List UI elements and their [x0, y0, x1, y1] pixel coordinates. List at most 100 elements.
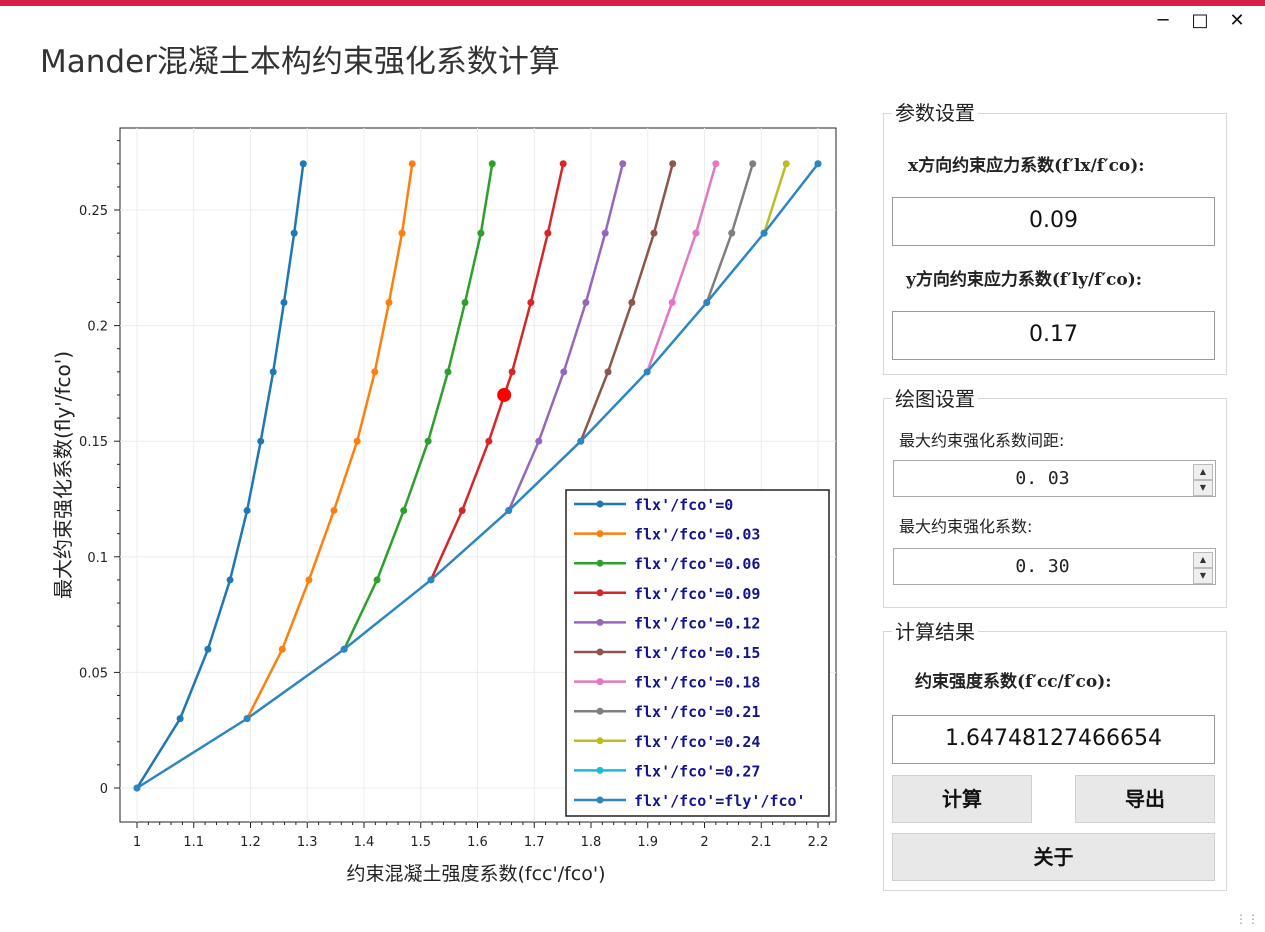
- legend-label: flx'/fco'=0.06: [634, 555, 760, 573]
- minimize-icon[interactable]: ─: [1157, 10, 1169, 31]
- chart: 1 1.1 1.2 1.3 1.4 1.5 1.6 1.7 1.8 1.9 2 2.1 2.2 0 0.05…: [51, 127, 837, 885]
- data-point: [582, 298, 590, 306]
- spacing-value[interactable]: 0. 03: [1015, 468, 1070, 489]
- legend-marker: [596, 707, 604, 715]
- data-point: [204, 645, 212, 653]
- data-point: [278, 645, 286, 653]
- series-line: [136, 162, 819, 790]
- data-point: [692, 229, 700, 237]
- x-tick-label: 1: [133, 835, 141, 850]
- y-tick-label: 0.15: [79, 435, 108, 450]
- spacing-label: 最大约束强化系数间距:: [899, 431, 1065, 450]
- data-point: [527, 298, 535, 306]
- title-accent-bar: [0, 0, 1265, 6]
- legend-marker: [596, 589, 604, 597]
- legend-label: flx'/fco'=0: [634, 496, 733, 514]
- data-point: [373, 576, 381, 584]
- max-coef-spinbox[interactable]: 0. 30 ▲ ▼: [893, 548, 1216, 585]
- strength-coef-output[interactable]: 1.64748127466654: [892, 715, 1215, 764]
- window-title: Mander混凝土本构约束强化系数计算: [40, 44, 560, 80]
- data-point: [668, 298, 676, 306]
- data-point: [340, 645, 348, 653]
- data-point: [226, 576, 234, 584]
- data-point: [577, 437, 585, 445]
- x-stress-input[interactable]: 0.09: [892, 197, 1215, 246]
- x-tick-label: 1.3: [297, 835, 318, 850]
- x-tick-label: 1.1: [183, 835, 204, 850]
- legend-marker: [596, 766, 604, 774]
- x-tick-label: 1.6: [467, 835, 488, 850]
- data-point: [353, 437, 361, 445]
- data-point: [643, 368, 651, 376]
- data-point: [243, 507, 251, 515]
- calculate-button[interactable]: 计算: [892, 775, 1032, 823]
- plot-settings-group-title: 绘图设置: [892, 383, 978, 412]
- data-point: [782, 160, 790, 168]
- data-point: [133, 784, 141, 792]
- x-tick-label: 1.8: [581, 835, 602, 850]
- data-point: [749, 160, 757, 168]
- x-axis-label: 约束混凝土强度系数(fcc'/fco'): [346, 863, 605, 885]
- series-line: [507, 163, 624, 512]
- data-point: [535, 437, 543, 445]
- data-point: [257, 437, 265, 445]
- strength-coef-label: 约束强度系数(f′cc/f′co):: [915, 672, 1112, 692]
- series-line: [135, 163, 305, 789]
- data-point: [650, 229, 658, 237]
- spin-up-icon[interactable]: ▲: [1193, 464, 1213, 480]
- spin-down-icon[interactable]: ▼: [1193, 480, 1213, 496]
- highlight-point: [497, 387, 512, 402]
- data-point: [427, 576, 435, 584]
- data-point: [508, 368, 516, 376]
- y-tick-label: 0.05: [79, 666, 108, 681]
- legend-label: flx'/fco'=0.15: [634, 644, 760, 662]
- legend-marker: [596, 648, 604, 656]
- data-point: [299, 160, 307, 168]
- legend-marker: [596, 500, 604, 508]
- data-point: [601, 229, 609, 237]
- x-tick-label: 2.1: [751, 835, 772, 850]
- maximize-icon[interactable]: □: [1191, 10, 1209, 31]
- data-point: [669, 160, 677, 168]
- x-stress-label: x方向约束应力系数(f′lx/f′co):: [908, 156, 1145, 176]
- legend-marker: [596, 737, 604, 745]
- close-icon[interactable]: ✕: [1229, 10, 1245, 31]
- legend-label: flx'/fco'=0.24: [634, 733, 760, 751]
- data-point: [305, 576, 313, 584]
- x-tick-label: 1.4: [354, 835, 375, 850]
- legend-marker: [596, 559, 604, 567]
- data-point: [619, 160, 627, 168]
- data-point: [477, 229, 485, 237]
- spin-up-icon[interactable]: ▲: [1193, 552, 1213, 568]
- plot-settings-group: [883, 398, 1227, 608]
- y-tick-label: 0.1: [87, 551, 108, 566]
- y-tick-label: 0: [100, 782, 108, 797]
- max-coef-value[interactable]: 0. 30: [1015, 556, 1070, 577]
- data-point: [559, 160, 567, 168]
- data-point: [814, 160, 822, 168]
- export-button[interactable]: 导出: [1075, 775, 1215, 823]
- data-point: [371, 368, 379, 376]
- legend-label: flx'/fco'=0.27: [634, 762, 760, 780]
- y-tick-label: 0.2: [87, 320, 108, 335]
- data-point: [444, 368, 452, 376]
- data-point: [703, 298, 711, 306]
- x-tick-label: 1.5: [410, 835, 431, 850]
- x-tick-label: 1.9: [637, 835, 658, 850]
- data-point: [398, 229, 406, 237]
- data-point: [400, 507, 408, 515]
- spin-down-icon[interactable]: ▼: [1193, 568, 1213, 584]
- data-point: [760, 229, 768, 237]
- y-axis-label: 最大约束强化系数(fly'/fco'): [51, 351, 75, 599]
- data-point: [488, 160, 496, 168]
- legend-marker: [596, 530, 604, 538]
- about-button[interactable]: 关于: [892, 833, 1215, 881]
- legend-label: flx'/fco'=0.09: [634, 585, 760, 603]
- spacing-spinbox[interactable]: 0. 03 ▲ ▼: [893, 460, 1216, 497]
- data-point: [604, 368, 612, 376]
- x-tick-label: 1.7: [524, 835, 545, 850]
- y-stress-input[interactable]: 0.17: [892, 311, 1215, 360]
- resize-grip-icon[interactable]: ⋮⋮: [1235, 912, 1259, 926]
- legend-label: flx'/fco'=0.12: [634, 614, 760, 632]
- series-line: [343, 163, 494, 650]
